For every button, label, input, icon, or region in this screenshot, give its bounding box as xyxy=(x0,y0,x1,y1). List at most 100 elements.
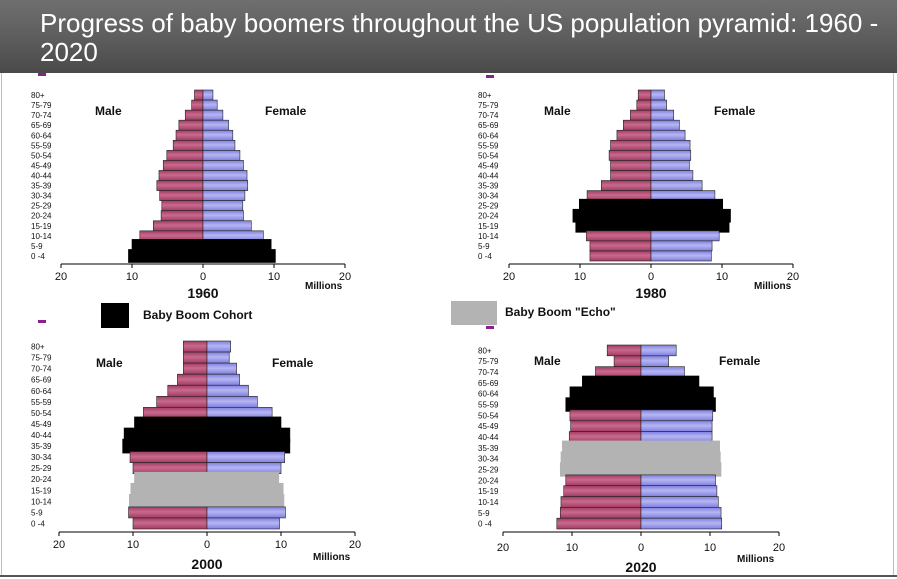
age-group-label: 60-64 xyxy=(31,131,52,140)
female-bar xyxy=(202,139,236,151)
male-bar xyxy=(177,373,208,386)
x-tick-label: 20 xyxy=(503,271,515,283)
x-tick-label: 20 xyxy=(787,271,799,283)
male-bar xyxy=(636,99,652,111)
age-group-label: 55-59 xyxy=(31,141,52,150)
male-bar xyxy=(589,240,652,252)
male-bar xyxy=(637,89,652,101)
male-bar xyxy=(565,474,642,487)
female-bar xyxy=(640,420,713,432)
age-group-label: 45-49 xyxy=(478,161,499,170)
panel-marker xyxy=(38,320,46,323)
male-bar xyxy=(183,351,208,364)
female-bar xyxy=(202,210,244,222)
age-group-label: 40-44 xyxy=(478,433,499,442)
female-bar xyxy=(650,99,667,111)
female-bar xyxy=(206,384,249,397)
age-group-label: 40-44 xyxy=(31,431,52,440)
age-group-label: 20-24 xyxy=(31,475,52,484)
female-bar xyxy=(640,496,719,508)
female-bar xyxy=(640,474,716,487)
age-group-label: 0 -4 xyxy=(31,519,45,528)
male-bar xyxy=(128,506,208,519)
x-tick-label: 0 xyxy=(638,542,644,554)
bottom-divider xyxy=(0,575,897,577)
female-label: Female xyxy=(719,354,761,368)
male-label: Male xyxy=(95,104,122,118)
female-bar xyxy=(202,150,241,161)
female-bar xyxy=(640,409,714,422)
male-bar xyxy=(194,89,204,101)
age-group-label: 40-44 xyxy=(31,172,52,181)
female-bar xyxy=(206,395,258,408)
male-bar xyxy=(559,507,642,519)
title-bar: Progress of baby boomers throughout the … xyxy=(0,0,897,73)
male-bar xyxy=(158,170,204,181)
male-bar xyxy=(565,397,642,412)
male-bar xyxy=(161,200,204,212)
male-bar xyxy=(569,409,642,422)
age-group-label: 35-39 xyxy=(478,182,499,191)
female-bar xyxy=(206,451,285,463)
age-group-label: 60-64 xyxy=(31,387,52,396)
female-bar xyxy=(640,344,677,357)
female-bar xyxy=(206,351,230,364)
age-group-label: 45-49 xyxy=(478,422,499,431)
x-axis-label: Millions xyxy=(305,281,343,292)
male-bar xyxy=(175,129,204,141)
age-group-label: 25-29 xyxy=(31,464,52,473)
age-group-label: 15-19 xyxy=(31,486,52,495)
legend-echo-swatch xyxy=(451,301,497,325)
male-bar xyxy=(556,517,642,530)
female-bar xyxy=(650,160,690,171)
age-group-label: 0 -4 xyxy=(478,252,492,261)
male-bar xyxy=(630,109,652,121)
age-group-label: 5-9 xyxy=(478,509,490,518)
x-tick-label: 10 xyxy=(566,542,578,554)
female-label: Female xyxy=(272,356,314,370)
male-bar xyxy=(560,496,642,508)
x-tick-label: 20 xyxy=(497,542,509,554)
age-group-label: 0 -4 xyxy=(478,520,492,529)
age-group-label: 30-34 xyxy=(31,453,52,462)
male-label: Male xyxy=(534,354,561,368)
female-bar xyxy=(202,119,229,131)
female-bar xyxy=(640,462,722,477)
age-group-label: 10-14 xyxy=(478,232,499,241)
female-bar xyxy=(640,517,723,530)
male-bar xyxy=(153,220,204,232)
age-group-label: 30-34 xyxy=(478,455,499,464)
female-bar xyxy=(202,200,244,212)
legend-cohort-swatch xyxy=(101,303,129,328)
female-bar xyxy=(650,119,680,131)
female-bar xyxy=(202,160,244,171)
female-bar xyxy=(650,240,713,252)
male-bar xyxy=(167,384,208,397)
age-group-label: 5-9 xyxy=(31,242,43,251)
age-group-label: 25-29 xyxy=(31,202,52,211)
age-group-label: 55-59 xyxy=(31,398,52,407)
male-bar xyxy=(610,170,652,181)
male-bar xyxy=(129,451,208,463)
age-group-label: 30-34 xyxy=(478,192,499,201)
male-bar xyxy=(575,218,652,233)
female-bar xyxy=(202,180,249,191)
x-tick-label: 0 xyxy=(204,539,210,551)
male-bar xyxy=(184,109,204,121)
male-bar xyxy=(610,139,652,151)
age-group-label: 15-19 xyxy=(478,222,499,231)
male-bar xyxy=(172,139,204,151)
age-group-label: 20-24 xyxy=(31,212,52,221)
female-bar xyxy=(650,89,665,101)
male-bar xyxy=(162,160,204,171)
female-bar xyxy=(650,230,720,242)
male-bar xyxy=(559,462,642,477)
age-group-label: 55-59 xyxy=(478,141,499,150)
age-group-label: 65-69 xyxy=(31,376,52,385)
female-bar xyxy=(650,129,686,141)
age-group-label: 70-74 xyxy=(31,111,52,120)
male-bar xyxy=(156,395,208,408)
female-bar xyxy=(206,340,231,353)
x-tick-label: 20 xyxy=(53,539,65,551)
